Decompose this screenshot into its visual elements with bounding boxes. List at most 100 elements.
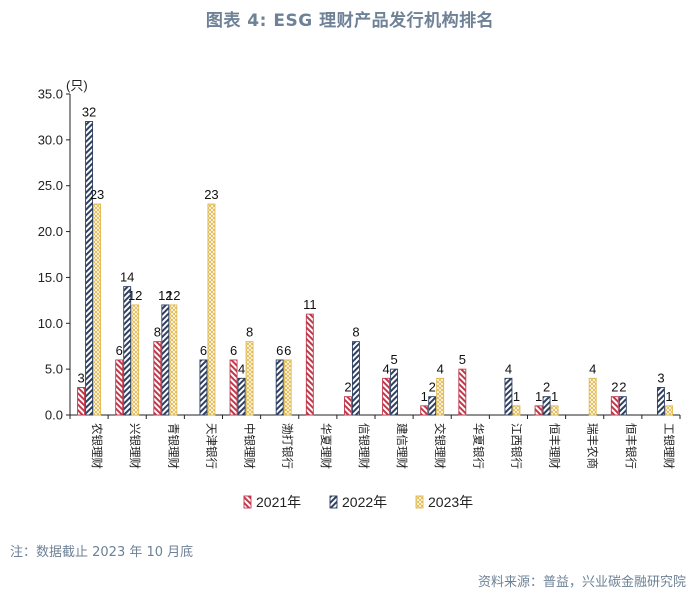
category-label: 江西银行 xyxy=(509,423,523,469)
bar xyxy=(283,359,292,416)
chart-title: 图表 4: ESG 理财产品发行机构排名 xyxy=(205,11,495,31)
legend-swatch xyxy=(329,495,338,509)
legend-label: 2022年 xyxy=(342,494,387,510)
data-label: 6 xyxy=(116,343,123,358)
data-label: 8 xyxy=(352,325,359,340)
data-label: 4 xyxy=(382,361,389,376)
category-label: 交银理财 xyxy=(433,423,447,469)
bar-chart: 0.0 5.0 10.0 15.0 20.0 25.0 30.0 35.0(只) 农银理财 兴银理… xyxy=(38,78,681,510)
data-label: 4 xyxy=(238,361,245,376)
data-label: 5 xyxy=(459,352,466,367)
y-unit-label: (只) xyxy=(66,78,88,93)
legend-swatch xyxy=(415,495,424,509)
category-label: 恒丰银行 xyxy=(624,423,638,469)
bar xyxy=(161,304,170,416)
bar xyxy=(588,377,597,416)
bar xyxy=(93,203,102,416)
data-label: 4 xyxy=(437,361,444,376)
data-label: 12 xyxy=(128,288,142,303)
category-label: 华夏银行 xyxy=(471,423,485,469)
y-tick-label: 25.0 xyxy=(38,178,63,193)
category-label: 信银理财 xyxy=(357,423,371,469)
category-label: 华夏理财 xyxy=(319,423,333,469)
bar xyxy=(504,377,513,416)
bar xyxy=(428,396,437,416)
data-label: 2 xyxy=(611,380,618,395)
data-label: 1 xyxy=(535,389,542,404)
data-label: 23 xyxy=(90,187,104,202)
bar xyxy=(382,377,391,416)
data-label: 1 xyxy=(551,389,558,404)
data-label: 11 xyxy=(303,297,317,312)
data-label: 32 xyxy=(82,105,96,120)
data-label: 12 xyxy=(166,288,180,303)
bar xyxy=(153,341,162,416)
data-label: 2 xyxy=(344,380,351,395)
data-label: 2 xyxy=(619,380,626,395)
y-tick-label: 35.0 xyxy=(38,87,63,102)
category-label: 天津银行 xyxy=(204,423,218,469)
data-label: 12 xyxy=(158,288,172,303)
bar xyxy=(305,313,314,416)
data-label: 1 xyxy=(665,389,672,404)
legend-swatch xyxy=(243,495,252,509)
data-label: 8 xyxy=(154,325,161,340)
bar xyxy=(85,121,94,416)
legend-label: 2021年 xyxy=(256,494,301,510)
y-tick-label: 0.0 xyxy=(45,408,63,423)
data-label: 4 xyxy=(505,361,512,376)
y-tick-label: 20.0 xyxy=(38,224,63,239)
y-tick-label: 10.0 xyxy=(38,316,63,331)
bar xyxy=(77,387,86,416)
data-label: 1 xyxy=(421,389,428,404)
bar xyxy=(550,405,559,416)
bar xyxy=(343,396,352,416)
category-label: 建信理财 xyxy=(395,423,409,469)
data-label: 23 xyxy=(204,187,218,202)
bar xyxy=(207,203,216,416)
category-label: 兴银理财 xyxy=(128,423,142,469)
data-label: 6 xyxy=(284,343,291,358)
bar xyxy=(351,341,360,416)
bar xyxy=(512,405,521,416)
bar xyxy=(275,359,284,416)
data-label: 6 xyxy=(276,343,283,358)
category-label: 恒丰理财 xyxy=(548,423,562,469)
bar xyxy=(436,377,445,416)
bar xyxy=(390,368,399,416)
bar xyxy=(458,368,467,416)
data-label: 1 xyxy=(513,389,520,404)
bar xyxy=(199,359,208,416)
y-tick-label: 5.0 xyxy=(45,362,63,377)
data-label: 2 xyxy=(429,380,436,395)
category-label: 瑞丰农商 xyxy=(586,423,600,469)
bar xyxy=(237,377,246,416)
category-label: 工银理财 xyxy=(662,423,676,469)
data-label: 6 xyxy=(230,343,237,358)
bar xyxy=(115,359,124,416)
data-label: 2 xyxy=(543,380,550,395)
y-tick-label: 15.0 xyxy=(38,270,63,285)
data-label: 6 xyxy=(200,343,207,358)
bar xyxy=(534,405,543,416)
category-label: 农银理财 xyxy=(90,423,104,469)
category-label: 中银理财 xyxy=(243,423,257,469)
bar xyxy=(656,387,665,416)
bar xyxy=(664,405,673,416)
data-label: 5 xyxy=(390,352,397,367)
data-label: 14 xyxy=(120,270,134,285)
data-label: 4 xyxy=(589,361,596,376)
bar xyxy=(123,286,132,416)
footnote: 注：数据截止 2023 年 10 月底 xyxy=(10,545,194,560)
legend-label: 2023年 xyxy=(428,494,473,510)
data-label: 3 xyxy=(657,370,664,385)
data-label: 3 xyxy=(77,370,84,385)
bar xyxy=(610,396,619,416)
data-label: 8 xyxy=(246,325,253,340)
category-label: 青银理财 xyxy=(166,423,180,469)
source-note: 资料来源：普益，兴业碳金融研究院 xyxy=(477,575,686,590)
bar xyxy=(245,341,254,416)
bar xyxy=(542,396,551,416)
y-tick-label: 30.0 xyxy=(38,132,63,147)
bar xyxy=(229,359,238,416)
